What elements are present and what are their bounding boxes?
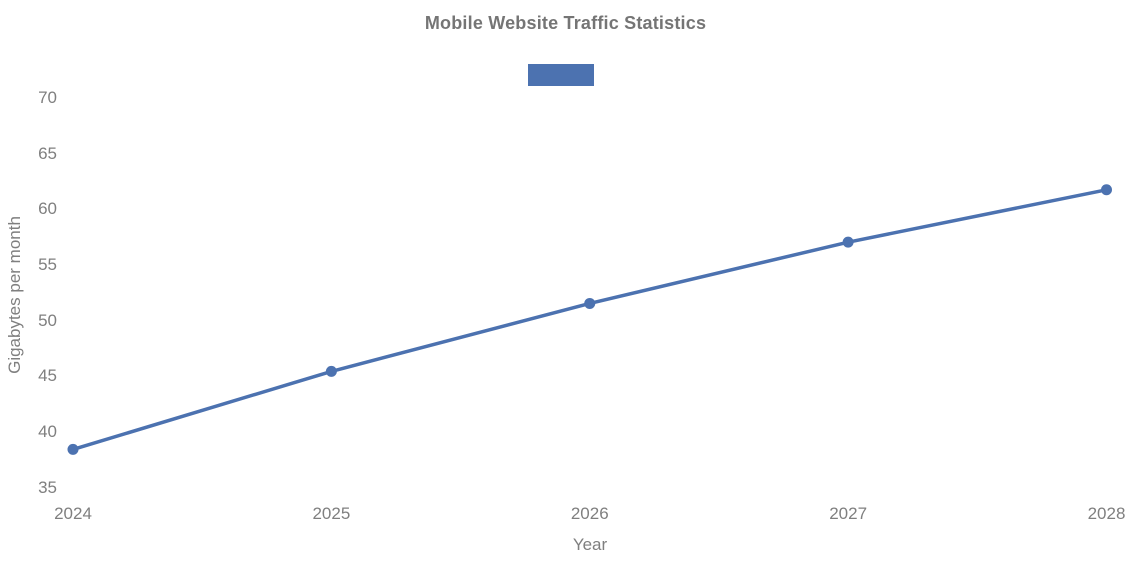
y-tick-label: 35	[38, 477, 57, 497]
y-tick-label: 50	[38, 310, 57, 330]
y-tick-label: 70	[38, 87, 57, 107]
y-tick-label: 40	[38, 422, 57, 442]
data-point-marker	[842, 236, 854, 248]
y-tick-label: 55	[38, 254, 57, 274]
y-tick-label: 65	[38, 143, 57, 163]
chart-title: Mobile Website Traffic Statistics	[424, 13, 707, 33]
x-tick-label: 2024	[54, 504, 92, 523]
data-point-marker	[325, 365, 337, 377]
x-tick-label: 2028	[1087, 504, 1126, 523]
data-point-marker	[1101, 184, 1112, 196]
data-point-marker	[67, 443, 79, 455]
legend-swatch	[528, 64, 594, 86]
x-tick-label: 2027	[829, 504, 868, 523]
y-axis-label: Gigabytes per month	[5, 216, 24, 374]
data-point-marker	[584, 297, 596, 309]
traffic-line	[71, 188, 1109, 452]
x-axis-label: Year	[572, 535, 608, 554]
x-tick-label: 2026	[570, 504, 609, 523]
y-tick-label: 60	[38, 199, 57, 219]
y-tick-label: 45	[38, 366, 57, 386]
x-tick-label: 2025	[312, 504, 351, 523]
